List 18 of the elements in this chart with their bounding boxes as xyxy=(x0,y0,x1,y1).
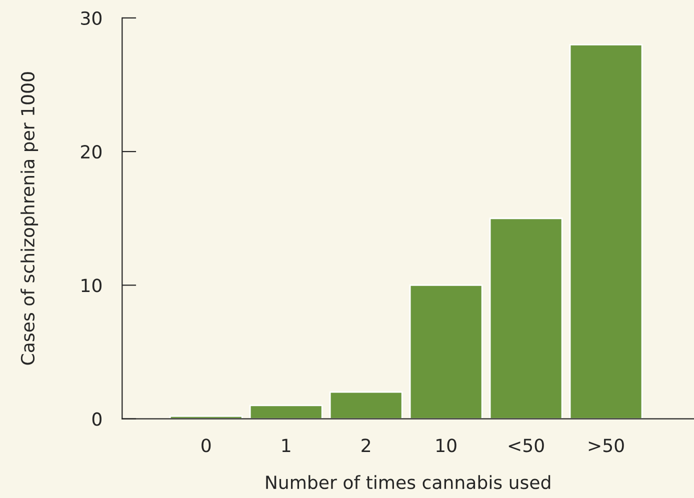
y-tick-label: 10 xyxy=(82,278,102,292)
y-tick-label: 20 xyxy=(81,145,102,159)
x-tick-label: >50 xyxy=(588,438,624,452)
bar xyxy=(489,218,563,419)
x-tick-label: 2 xyxy=(362,438,370,452)
x-tick-label: 1 xyxy=(282,438,290,452)
y-axis-title: Cases of schizophrenia per 1000 xyxy=(20,72,38,365)
x-tick-label: <50 xyxy=(508,438,544,452)
x-tick-label: 10 xyxy=(436,438,456,452)
y-tick-label: 30 xyxy=(81,11,102,26)
bar xyxy=(249,404,323,419)
x-axis-title: Number of times cannabis used xyxy=(266,475,550,490)
bar xyxy=(169,415,243,419)
bar xyxy=(409,284,483,419)
bar xyxy=(569,44,643,419)
bar xyxy=(329,391,403,419)
y-tick-label: 0 xyxy=(92,412,102,426)
x-tick-label: 0 xyxy=(202,438,211,452)
